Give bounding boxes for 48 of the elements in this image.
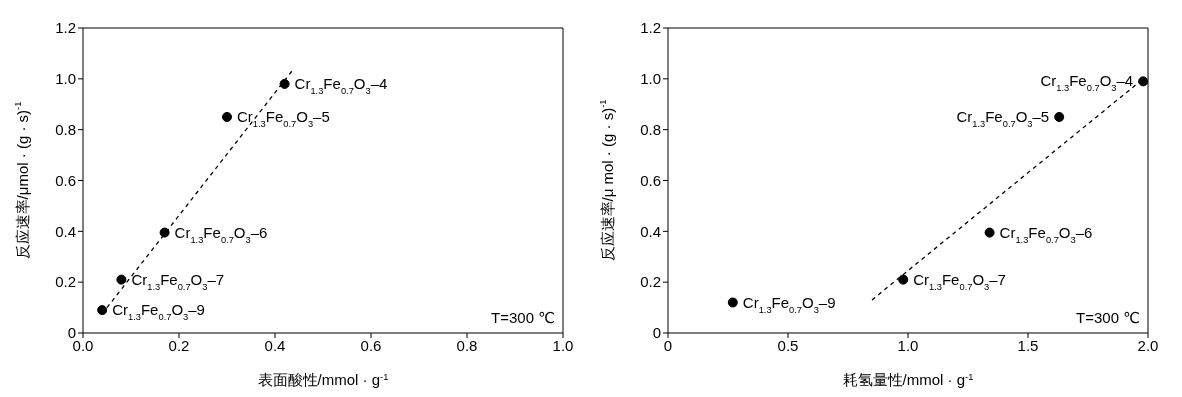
point: [116, 274, 127, 285]
annotation: Cr$_{1.3}$Fe$_{0.7}$O$_{3}$–4: [1040, 72, 1134, 94]
y-tick-label: 0.2: [55, 273, 76, 291]
y-tick-label: 1.2: [640, 19, 661, 37]
point: [279, 78, 290, 89]
x-tick-label: 1.5: [1017, 336, 1039, 354]
annotation: Cr$_{1.3}$Fe$_{0.7}$O$_{3}$–5: [237, 107, 330, 129]
y-tick-label: 1.0: [640, 70, 661, 88]
x-tick-label: 1.0: [897, 336, 919, 354]
annotation: Cr$_{1.3}$Fe$_{0.7}$O$_{3}$–7: [131, 270, 225, 292]
x-axis-title: 表面酸性/mmol · g$^{-1}$: [257, 371, 389, 388]
y-tick-label: 0.8: [55, 120, 76, 138]
x-tick-label: 0.8: [456, 336, 478, 354]
y-tick-label: 0.8: [640, 120, 661, 138]
point: [97, 305, 108, 316]
x-tick-label: 0.6: [360, 336, 382, 354]
annotation: Cr$_{1.3}$Fe$_{0.7}$O$_{3}$–9: [112, 301, 205, 323]
point: [898, 274, 909, 285]
y-tick-label: 1.0: [55, 70, 76, 88]
annotation: Cr$_{1.3}$Fe$_{0.7}$O$_{3}$–9: [742, 293, 836, 315]
x-tick-label: 0.2: [168, 336, 190, 354]
point: [1138, 76, 1148, 87]
y-tick-label: 0.4: [55, 222, 76, 240]
point: [159, 227, 170, 238]
y-tick-label: 0.2: [640, 273, 661, 291]
annotation: T=300 ℃: [491, 309, 555, 326]
y-tick-label: 0.4: [640, 222, 661, 240]
x-axis-title: 耗氢量性/mmol · g$^{-1}$: [842, 371, 974, 388]
x-tick-label: 1.0: [552, 336, 574, 354]
point: [1054, 111, 1065, 122]
point: [727, 297, 738, 308]
y-tick-label: 0: [67, 324, 76, 342]
annotation: Cr$_{1.3}$Fe$_{0.7}$O$_{3}$–6: [174, 223, 268, 245]
annotation: Cr$_{1.3}$Fe$_{0.7}$O$_{3}$–7: [913, 270, 1006, 292]
annotation: Cr$_{1.3}$Fe$_{0.7}$O$_{3}$–4: [294, 74, 388, 96]
y-tick-label: 0.6: [640, 171, 661, 189]
annotation: Cr$_{1.3}$Fe$_{0.7}$O$_{3}$–5: [956, 107, 1050, 129]
point: [984, 227, 995, 238]
y-tick-label: 0: [652, 324, 661, 342]
y-tick-label: 0.6: [55, 171, 76, 189]
x-tick-label: 0.4: [264, 336, 286, 354]
y-tick-label: 1.2: [55, 19, 76, 37]
annotation: T=300 ℃: [1076, 309, 1140, 326]
x-tick-label: 2.0: [1137, 336, 1159, 354]
x-tick-label: 0.5: [777, 336, 799, 354]
x-tick-label: 0: [663, 336, 673, 354]
annotation: Cr$_{1.3}$Fe$_{0.7}$O$_{3}$–6: [999, 223, 1093, 245]
point: [221, 111, 233, 122]
